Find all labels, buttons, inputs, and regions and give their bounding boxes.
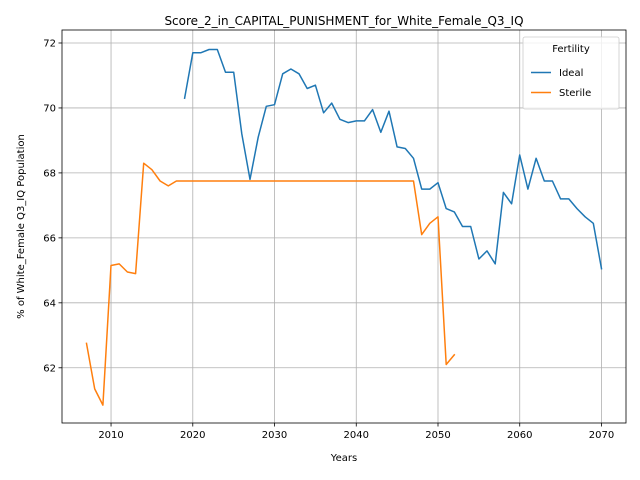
x-tick-label: 2070 <box>589 430 614 441</box>
x-tick-label: 2010 <box>98 430 123 441</box>
y-tick-label: 68 <box>43 168 56 179</box>
y-tick-label: 66 <box>43 233 56 244</box>
legend-label-sterile: Sterile <box>559 88 591 99</box>
y-tick-label: 64 <box>43 298 56 309</box>
y-tick-label: 70 <box>43 103 56 114</box>
series-line-sterile <box>85 162 456 406</box>
x-axis-label: Years <box>330 453 357 464</box>
y-tick-label: 62 <box>43 363 56 374</box>
series-line-ideal <box>183 48 603 270</box>
x-tick-label: 2030 <box>262 430 287 441</box>
legend: Fertility Ideal Sterile <box>522 36 620 110</box>
y-axis-ticks: 62 64 66 68 70 72 <box>43 38 62 374</box>
x-tick-label: 2060 <box>507 430 532 441</box>
chart-title: Score_2_in_CAPITAL_PUNISHMENT_for_White_… <box>164 14 523 28</box>
legend-box <box>522 36 620 110</box>
x-axis-ticks: 2010 2020 2030 2040 2050 2060 2070 <box>98 423 614 441</box>
legend-title: Fertility <box>552 44 590 55</box>
series-layer <box>85 48 603 406</box>
y-tick-label: 72 <box>43 38 56 49</box>
x-tick-label: 2050 <box>425 430 450 441</box>
x-tick-label: 2020 <box>180 430 205 441</box>
y-axis-label: % of White_Female Q3_IQ Population <box>16 134 27 319</box>
x-tick-label: 2040 <box>344 430 369 441</box>
legend-label-ideal: Ideal <box>559 68 583 79</box>
plot-frame <box>61 29 627 424</box>
